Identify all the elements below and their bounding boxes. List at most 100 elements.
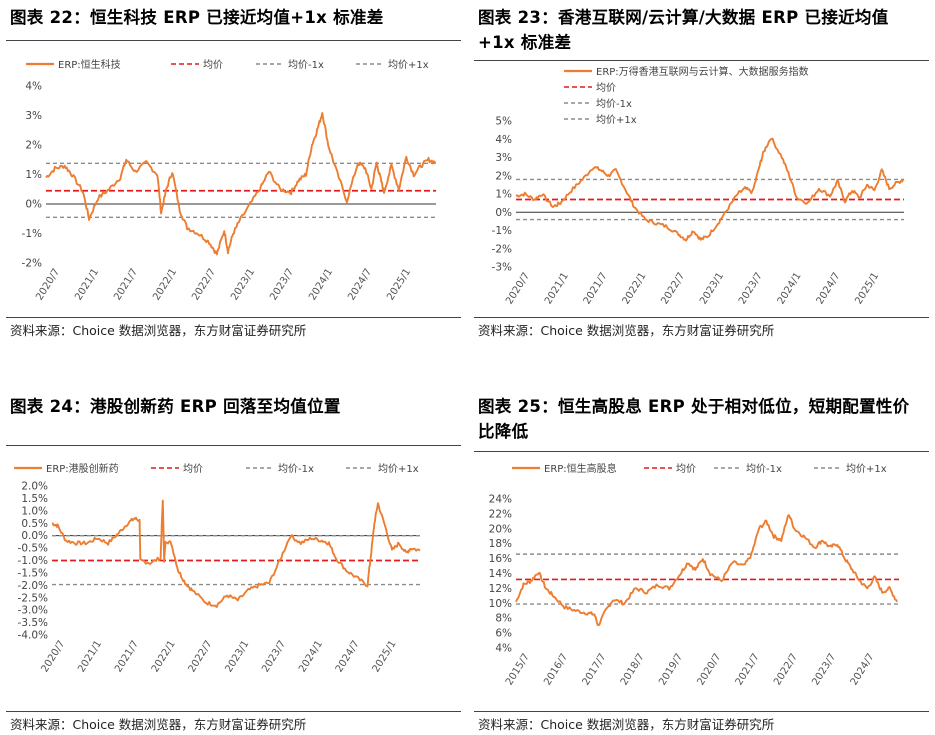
x-tick-label: 2015/7 [504, 652, 532, 688]
panel-chart-23: 图表 23：香港互联网/云计算/大数据 ERP 已接近均值+1x 标准差 ERP… [474, 0, 929, 338]
divider [6, 317, 461, 318]
chart-title: 图表 22：恒生科技 ERP 已接近均值+1x 标准差 [10, 8, 384, 27]
legend-item: 均价+1x [346, 463, 419, 475]
x-tick-label: 2020/7 [695, 652, 723, 688]
legend-label: 均价-1x [746, 463, 782, 475]
legend-item: 均价 [644, 463, 696, 475]
x-tick-label: 2019/7 [657, 652, 685, 688]
chart-title: 图表 25：恒生高股息 ERP 处于相对低位，短期配置性价比降低 [478, 397, 910, 441]
x-tick-label: 2020/7 [34, 267, 62, 303]
x-tick-label: 2021/7 [582, 271, 610, 307]
legend-item: ERP:恒生科技 [26, 58, 121, 71]
x-tick-label: 2021/1 [76, 639, 104, 675]
erp-series-line [515, 137, 905, 242]
y-tick-label: -3% [492, 262, 512, 274]
legend-label: ERP:港股创新药 [46, 462, 119, 475]
y-tick-label: 16% [489, 553, 512, 565]
chart-svg-25: ERP:恒生高股息 均价 均价-1x 均价+1x 4% 6% 8% 10% 12% 14% 16% 1… [489, 462, 899, 688]
y-tick-label: -1.0% [18, 555, 48, 567]
y-tick-label: 8% [495, 613, 512, 625]
x-tick-label: 2023/7 [268, 267, 296, 303]
divider [474, 317, 929, 318]
y-tick-label: -1.5% [18, 567, 48, 579]
divider [474, 711, 929, 712]
y-tick-label: 5% [495, 116, 512, 128]
x-tick-label: 2025/1 [385, 267, 413, 303]
y-tick-label: 14% [489, 568, 512, 580]
x-tick-label: 2023/7 [260, 639, 288, 675]
legend-item: 均价+1x [564, 114, 637, 126]
legend-label: 均价-1x [596, 98, 632, 110]
erp-series-line [515, 514, 898, 626]
divider [6, 445, 461, 446]
y-tick-label: -2% [492, 243, 512, 255]
panel-chart-22: 图表 22：恒生科技 ERP 已接近均值+1x 标准差 ERP:恒生科技 均价 均价… [6, 0, 461, 338]
legend-item: 均价 [151, 463, 203, 475]
x-tick-label: 2023/1 [698, 271, 726, 307]
legend-label: 均价+1x [846, 463, 887, 475]
x-tick-label: 2024/7 [849, 652, 877, 688]
divider [6, 711, 461, 712]
y-tick-label: 2.0% [21, 481, 48, 493]
legend-label: 均价-1x [278, 463, 314, 475]
x-tick-label: 2023/7 [737, 271, 765, 307]
x-tick-label: 2018/7 [619, 652, 647, 688]
panel-chart-25: 图表 25：恒生高股息 ERP 处于相对低位，短期配置性价比降低 ERP:恒生高… [474, 389, 929, 732]
y-tick-label: 24% [489, 494, 512, 506]
x-tick-label: 2016/7 [542, 652, 570, 688]
legend-item: 均价+1x [814, 463, 887, 475]
x-tick-label: 2024/1 [297, 639, 325, 675]
y-tick-label: 20% [489, 523, 512, 535]
x-tick-label: 2023/1 [229, 267, 257, 303]
x-tick-label: 2022/7 [659, 271, 687, 307]
y-tick-label: 1% [495, 189, 512, 201]
legend-item: 均价+1x [356, 59, 429, 71]
x-tick-label: 2020/7 [504, 271, 532, 307]
legend-item: 均价 [171, 59, 223, 71]
y-tick-label: 10% [489, 598, 512, 610]
x-tick-label: 2025/1 [853, 271, 881, 307]
legend-label: ERP:万得香港互联网与云计算、大数据服务指数 [596, 65, 809, 78]
x-tick-label: 2021/1 [543, 271, 571, 307]
legend-label: ERP:恒生高股息 [544, 462, 617, 475]
legend-label: 均价 [676, 463, 696, 475]
x-tick-label: 2021/1 [73, 267, 101, 303]
erp-series-line [51, 499, 421, 608]
source-note: 资料来源：Choice 数据浏览器，东方财富证券研究所 [10, 717, 307, 732]
source-note: 资料来源：Choice 数据浏览器，东方财富证券研究所 [10, 323, 307, 338]
y-tick-label: 18% [489, 538, 512, 550]
x-tick-label: 2025/1 [371, 639, 399, 675]
legend-label: 均价+1x [388, 59, 429, 71]
y-tick-label: 1.0% [21, 505, 48, 517]
erp-series-line [45, 112, 437, 256]
y-tick-label: -2% [22, 258, 42, 270]
legend-item: 均价-1x [564, 98, 632, 110]
y-tick-label: 22% [489, 508, 512, 520]
legend-label: 均价 [596, 82, 616, 94]
y-tick-label: 12% [489, 583, 512, 595]
chart-title: 图表 24：港股创新药 ERP 回落至均值位置 [10, 397, 341, 416]
y-tick-label: 3% [495, 152, 512, 164]
chart-svg-22: ERP:恒生科技 均价 均价-1x 均价+1x -2% -1% 0% 1% 2% 3% 4% 2020… [22, 58, 437, 303]
chart-title: 图表 23：香港互联网/云计算/大数据 ERP 已接近均值+1x 标准差 [478, 8, 889, 52]
x-tick-label: 2022/1 [621, 271, 649, 307]
legend-item: 均价-1x [714, 463, 782, 475]
x-tick-label: 2024/7 [334, 639, 362, 675]
legend-item: ERP:万得香港互联网与云计算、大数据服务指数 [564, 65, 809, 78]
legend-item: 均价 [564, 82, 616, 94]
x-tick-label: 2020/7 [39, 639, 67, 675]
legend-label: 均价-1x [288, 59, 324, 71]
y-tick-label: 0.0% [21, 530, 48, 542]
y-tick-label: -2.0% [18, 580, 48, 592]
x-tick-label: 2022/1 [151, 267, 179, 303]
x-tick-label: 2024/7 [346, 267, 374, 303]
y-tick-label: -2.5% [18, 592, 48, 604]
y-tick-label: 4% [495, 643, 512, 655]
x-tick-label: 2022/7 [190, 267, 218, 303]
y-tick-label: 0.5% [21, 518, 48, 530]
y-tick-label: -3.5% [18, 617, 48, 629]
divider [474, 451, 929, 452]
y-tick-label: 4% [25, 81, 42, 93]
x-tick-label: 2022/7 [187, 639, 215, 675]
